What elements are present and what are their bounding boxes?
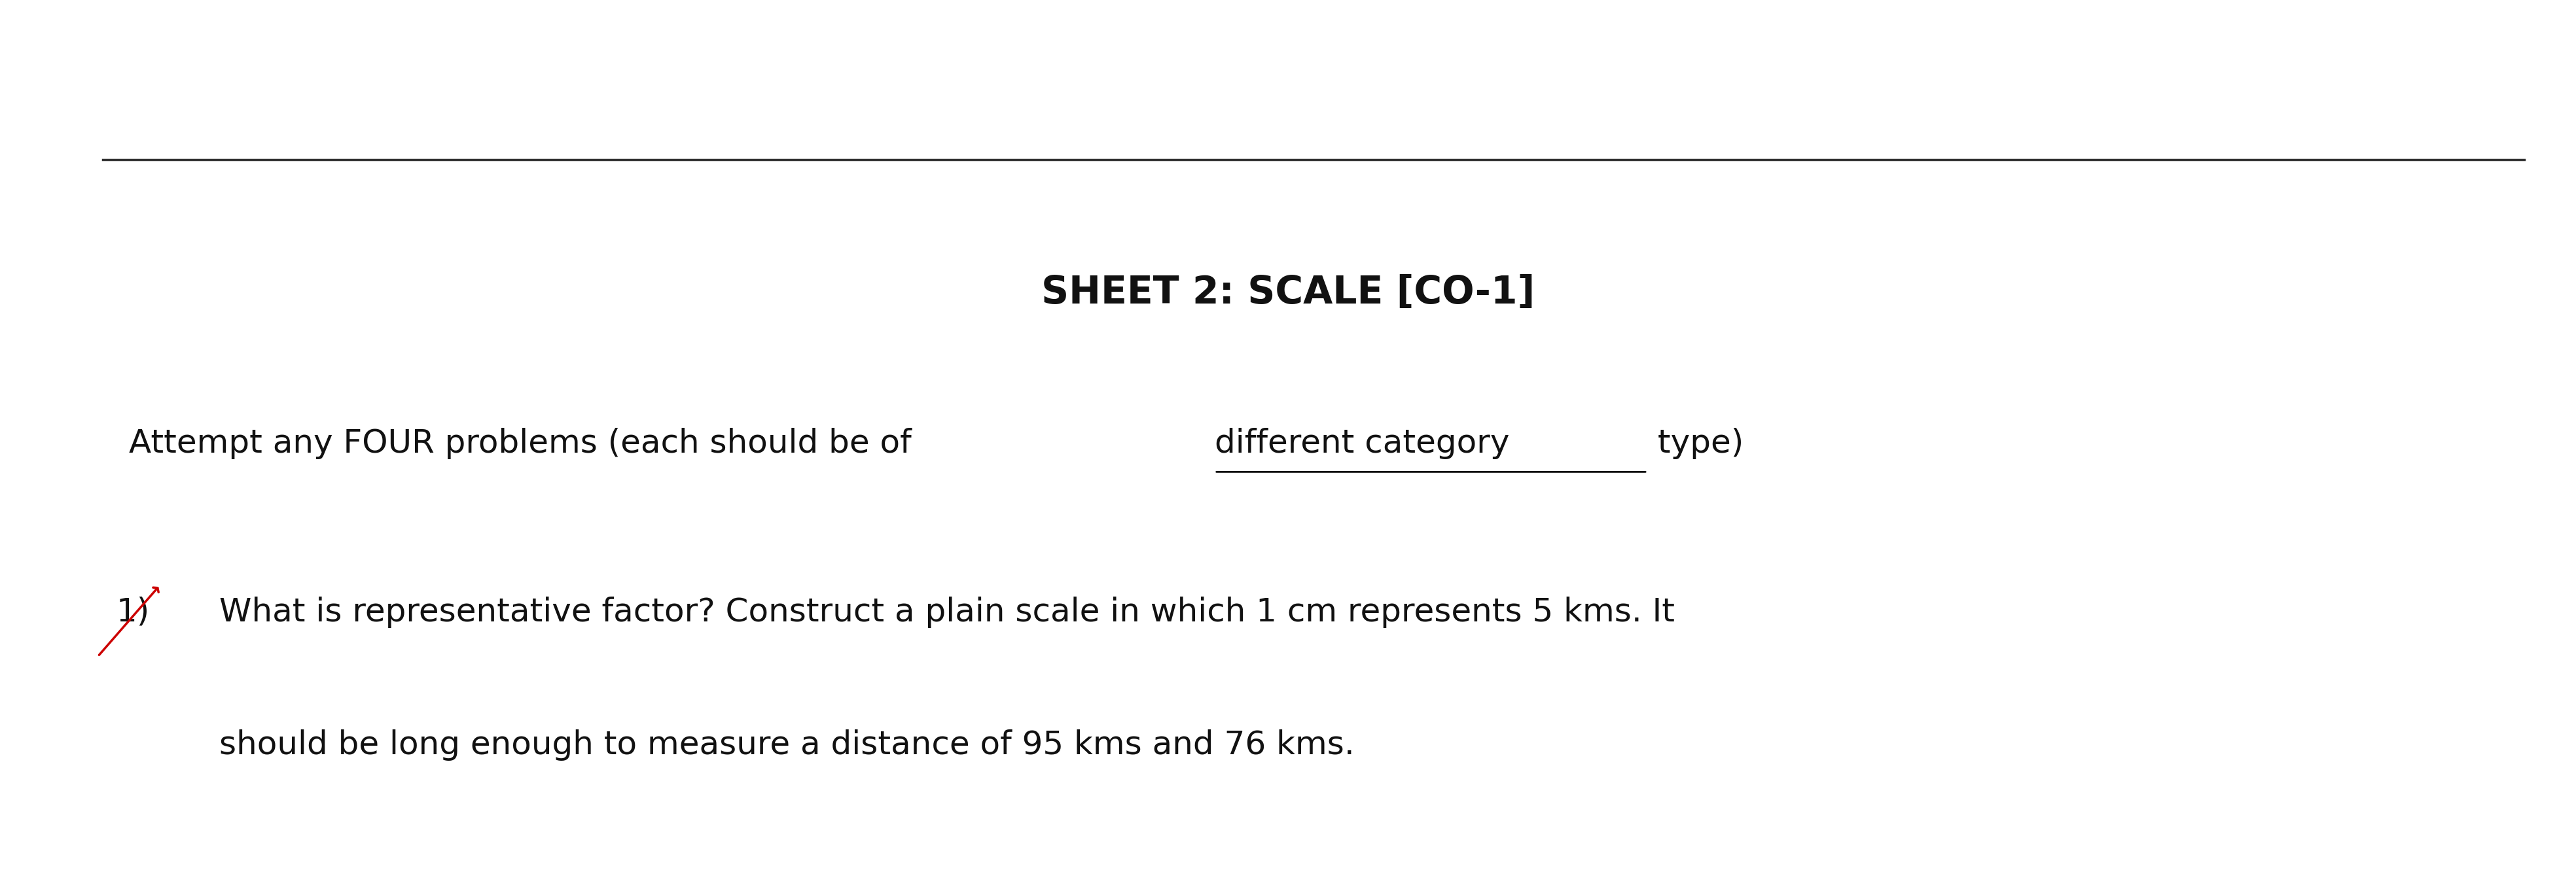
- Text: type): type): [1649, 428, 1744, 459]
- Text: different category: different category: [1216, 428, 1510, 459]
- Text: should be long enough to measure a distance of 95 kms and 76 kms.: should be long enough to measure a dista…: [219, 729, 1355, 761]
- Text: What is representative factor? Construct a plain scale in which 1 cm represents : What is representative factor? Construct…: [219, 596, 1674, 628]
- Text: SHEET 2: SCALE [CO-1]: SHEET 2: SCALE [CO-1]: [1041, 274, 1535, 311]
- Text: Attempt any FOUR problems (each should be of: Attempt any FOUR problems (each should b…: [129, 428, 922, 459]
- Text: 1): 1): [116, 596, 149, 628]
